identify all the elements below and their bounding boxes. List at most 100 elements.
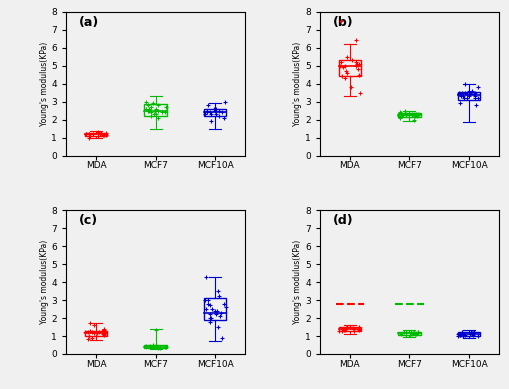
Point [338, 73, 346, 79]
Point [86, 319, 94, 326]
Bar [204, 298, 227, 320]
Point [217, 310, 225, 316]
Bar [398, 331, 421, 335]
Point [154, 115, 162, 121]
Point [93, 330, 101, 336]
Point [352, 37, 360, 44]
Point [149, 100, 157, 107]
Point [149, 342, 157, 348]
Point [89, 131, 97, 137]
Point [397, 110, 405, 116]
Point [100, 332, 108, 338]
Point [469, 332, 477, 338]
Point [100, 326, 108, 332]
Point [474, 95, 483, 101]
Point [99, 331, 107, 337]
Point [81, 329, 90, 336]
Point [86, 328, 94, 334]
Point [468, 330, 476, 336]
Point [95, 329, 103, 336]
Point [215, 107, 223, 114]
Bar [398, 113, 421, 117]
Point [216, 313, 224, 319]
Point [468, 330, 476, 336]
Point [396, 115, 404, 121]
Point [457, 332, 465, 338]
Point [469, 91, 477, 98]
Point [145, 106, 153, 112]
Point [161, 109, 169, 116]
Point [402, 329, 410, 336]
Point [469, 329, 477, 336]
Bar [84, 331, 107, 336]
Point [412, 331, 420, 337]
Point [154, 344, 162, 350]
Point [220, 301, 228, 307]
Point [466, 331, 474, 337]
Point [101, 330, 109, 336]
Point [401, 109, 409, 115]
Point [455, 89, 463, 96]
Point [456, 100, 464, 107]
Point [349, 325, 357, 331]
Bar [204, 109, 227, 116]
Point [158, 109, 166, 116]
Point [461, 332, 469, 338]
Point [100, 132, 108, 138]
Point [98, 328, 106, 334]
Point [162, 344, 170, 350]
Point [352, 63, 360, 69]
Point [458, 330, 466, 336]
Point [206, 302, 214, 308]
Point [82, 131, 91, 137]
Point [397, 113, 405, 119]
Point [203, 107, 211, 114]
Point [350, 328, 358, 334]
Point [99, 132, 107, 138]
Point [355, 72, 363, 78]
Point [355, 61, 363, 67]
Point [204, 297, 212, 303]
Point [352, 59, 360, 65]
Point [471, 93, 479, 99]
Bar [458, 333, 480, 336]
Point [455, 331, 463, 337]
Point [152, 327, 160, 333]
Point [221, 304, 230, 310]
Point [89, 329, 97, 336]
Point [202, 306, 210, 312]
Point [465, 93, 473, 99]
Point [410, 111, 418, 117]
Point [473, 333, 482, 339]
Point [405, 112, 413, 118]
Point [344, 54, 352, 60]
Point [408, 112, 416, 118]
Point [81, 131, 90, 137]
Point [459, 331, 467, 337]
Text: (b): (b) [332, 16, 353, 29]
Point [207, 111, 215, 117]
Point [413, 113, 421, 119]
Point [145, 107, 153, 114]
Bar [338, 60, 361, 76]
Bar [458, 92, 480, 100]
Point [342, 68, 350, 74]
Point [455, 333, 463, 339]
Point [152, 342, 160, 348]
Point [412, 111, 420, 117]
Point [84, 336, 92, 342]
Point [399, 112, 407, 118]
Point [336, 18, 345, 24]
Point [354, 326, 362, 332]
Y-axis label: Young's modulus(KPa): Young's modulus(KPa) [294, 240, 302, 324]
Point [207, 315, 215, 321]
Point [348, 57, 356, 63]
Point [213, 308, 221, 314]
Point [355, 324, 363, 330]
Point [206, 109, 214, 116]
Point [336, 63, 344, 69]
Point [338, 326, 346, 332]
Point [212, 111, 220, 117]
Point [341, 75, 349, 81]
Point [408, 331, 416, 337]
